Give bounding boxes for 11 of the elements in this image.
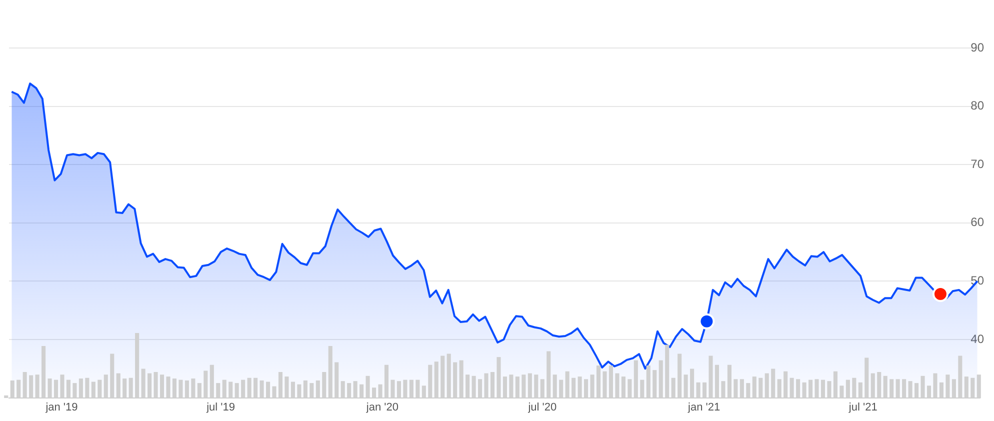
x-tick-label: jan '21 xyxy=(687,401,720,414)
x-tick-label: jul '19 xyxy=(206,401,235,414)
x-tick-label: jan '20 xyxy=(365,401,398,414)
x-tick-label: jul '21 xyxy=(848,401,878,414)
x-tick-label: jul '20 xyxy=(527,401,557,414)
y-tick-label: 90 xyxy=(970,40,984,54)
y-tick-label: 40 xyxy=(970,332,984,346)
x-tick-label: jan '19 xyxy=(44,401,78,414)
y-tick-label: 80 xyxy=(970,98,984,113)
y-tick-label: 70 xyxy=(970,156,984,171)
y-tick-label: 60 xyxy=(970,215,984,230)
